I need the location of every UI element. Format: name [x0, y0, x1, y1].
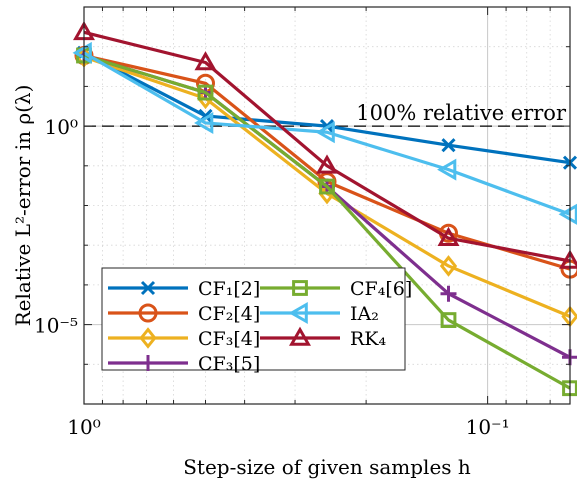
data-point-marker: [197, 84, 214, 101]
axis-ticks: 10⁰ 10⁻¹ 10⁰ 10⁻⁵: [34, 6, 570, 439]
data-point-marker: [319, 178, 335, 195]
legend: CF₁[2] CF₂[4] CF₃[4] CF₃[5] CF₄[6] IA₂ RK₄: [101, 267, 412, 375]
data-point-marker: [72, 41, 92, 64]
legend-marker: [138, 303, 158, 323]
reference-line-label: 100% relative error: [356, 101, 567, 125]
data-point-marker: [194, 51, 217, 71]
legend-entry: CF₃[4]: [108, 327, 260, 350]
legend-marker: [292, 280, 308, 296]
legend-label: CF₂[4]: [198, 303, 260, 325]
legend-label: CF₁[2]: [198, 278, 260, 300]
legend-marker: [289, 326, 311, 346]
series-line: [83, 30, 571, 263]
x-tick-label: 10⁰: [67, 415, 100, 439]
reference-line-group: 100% relative error: [84, 101, 570, 127]
series-group: [72, 41, 577, 225]
data-point-marker: [440, 312, 457, 328]
legend-label: CF₄[6]: [350, 278, 412, 300]
data-point-marker: [441, 138, 456, 153]
legend-marker: [140, 280, 156, 296]
y-tick-label: 10⁻⁵: [34, 314, 78, 338]
legend-entry: RK₄: [260, 326, 387, 350]
data-point-marker: [437, 226, 460, 247]
legend-marker: [140, 355, 156, 371]
data-point-marker: [316, 154, 338, 174]
series-line: [83, 51, 571, 216]
data-point-marker: [558, 203, 577, 225]
legend-entry: CF₄[6]: [260, 278, 412, 300]
y-axis-label: Relative L²-error in ρ(λ): [11, 85, 35, 327]
y-tick-label: 10⁰: [45, 115, 78, 139]
legend-entry: IA₂: [260, 302, 379, 325]
data-point-marker: [194, 111, 214, 134]
legend-marker: [288, 302, 308, 324]
legend-entry: CF₃[5]: [108, 353, 260, 375]
data-point-marker: [437, 158, 457, 181]
legend-entry: CF₂[4]: [108, 303, 260, 325]
x-tick-label: 10⁻¹: [466, 415, 510, 439]
legend-entry: CF₁[2]: [108, 278, 260, 300]
legend-label: CF₃[5]: [198, 353, 260, 375]
legend-marker: [139, 327, 157, 349]
data-point-marker: [439, 255, 458, 277]
legend-label: IA₂: [350, 303, 379, 325]
data-point-marker: [440, 285, 457, 302]
data-point-marker: [315, 121, 335, 144]
series-line: [83, 53, 571, 390]
legend-label: CF₃[4]: [198, 328, 260, 350]
legend-label: RK₄: [350, 328, 387, 350]
x-axis-label: Step-size of given samples h: [183, 455, 471, 479]
